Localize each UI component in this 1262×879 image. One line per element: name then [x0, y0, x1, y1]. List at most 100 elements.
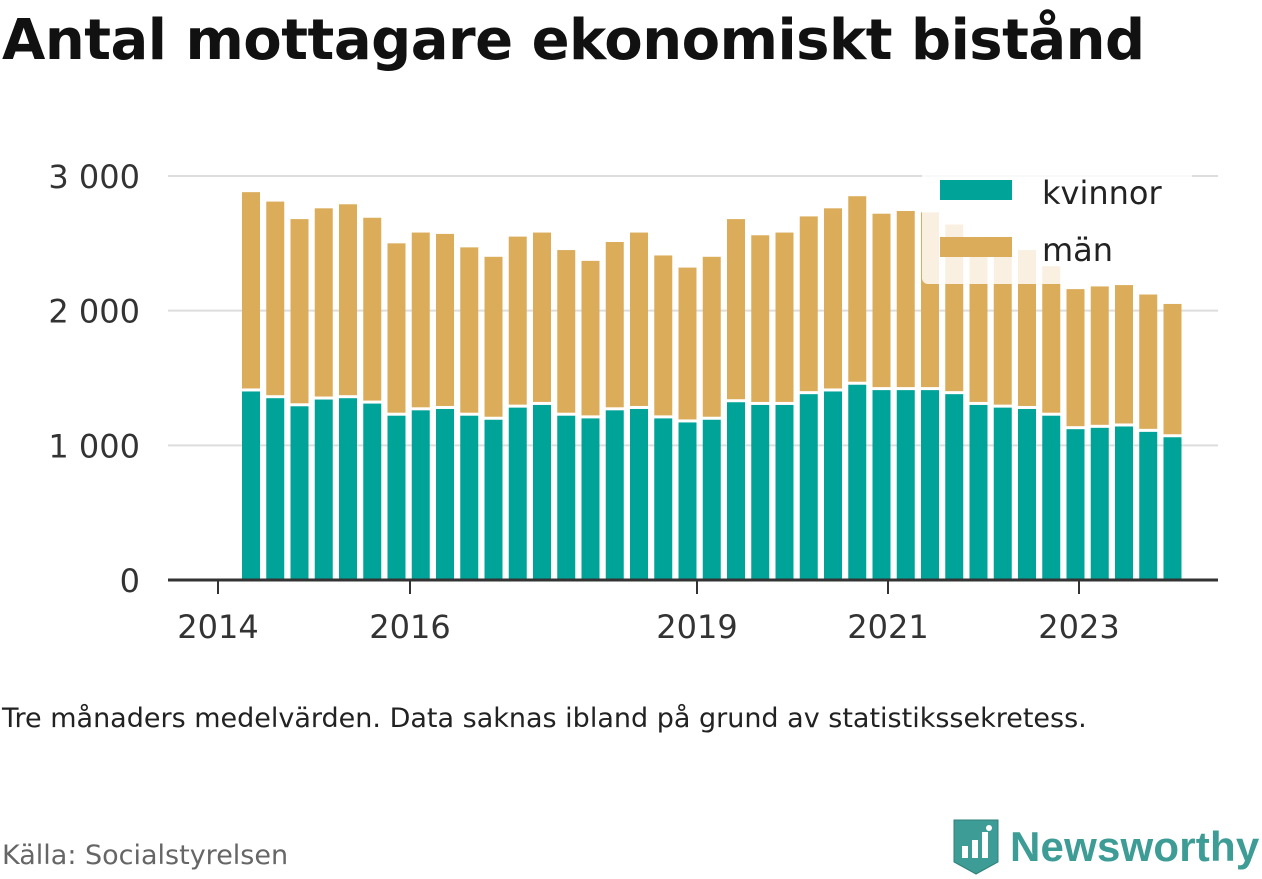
newsworthy-logo: Newsworthy [950, 818, 1259, 876]
axis-labels: 0 1 000 2 000 3 000 2014 2016 2019 2021 2023 [48, 158, 1119, 646]
y-tick-label: 0 [120, 562, 140, 600]
bar-kvinnor [1115, 426, 1133, 580]
bar-man [678, 267, 697, 420]
bar-kvinnor [799, 394, 818, 580]
bar-kvinnor [290, 406, 309, 580]
bar-man [605, 241, 624, 408]
bar-kvinnor [266, 398, 285, 580]
bar-kvinnor [1042, 415, 1061, 580]
bar-kvinnor [751, 404, 770, 580]
bar-man [702, 256, 721, 417]
bar-man [290, 219, 309, 404]
y-tick-label: 2 000 [48, 293, 140, 331]
bar-man [630, 232, 648, 406]
bar-kvinnor [969, 404, 988, 580]
legend: kvinnor män [922, 160, 1192, 284]
bar-man [460, 247, 479, 413]
bar-man [387, 243, 406, 413]
bar-kvinnor [1066, 429, 1085, 580]
bar-kvinnor [945, 394, 964, 580]
legend-swatch-kvinnor [940, 180, 1012, 200]
stacked-bar-chart: 0 1 000 2 000 3 000 2014 2016 2019 2021 2023 kvi… [48, 158, 1218, 646]
bar-man [1018, 250, 1036, 406]
bar-man [484, 256, 503, 417]
bar-kvinnor [314, 399, 333, 580]
bar-man [508, 236, 527, 405]
bar-kvinnor [1139, 431, 1158, 580]
bar-kvinnor [363, 403, 382, 580]
legend-swatch-man [940, 237, 1012, 257]
y-tick-label: 3 000 [48, 158, 140, 196]
bar-man [654, 255, 673, 416]
bar-kvinnor [1163, 437, 1182, 580]
x-axis-ticks [217, 580, 1080, 594]
source-credit: Källa: Socialstyrelsen [2, 840, 289, 871]
bar-kvinnor [533, 404, 551, 580]
y-tick-label: 1 000 [48, 427, 140, 465]
bar-man [436, 233, 454, 406]
x-tick-label: 2016 [369, 608, 450, 646]
bar-man [1163, 303, 1182, 435]
bar-man [266, 201, 285, 396]
bar-man [557, 250, 576, 413]
bar-kvinnor [411, 410, 430, 580]
bar-man [1066, 289, 1085, 427]
bar-man [242, 192, 260, 389]
bar-kvinnor [678, 422, 697, 580]
chart-title: Antal mottagare ekonomiskt bistånd [2, 8, 1145, 73]
bar-man [848, 196, 867, 382]
bar-kvinnor [339, 398, 357, 580]
bar-kvinnor [1018, 408, 1036, 580]
bar-man [727, 219, 745, 400]
footnote: Tre månaders medelvärden. Data saknas ib… [2, 703, 1087, 734]
bar-man [799, 216, 818, 392]
bar-kvinnor [508, 407, 527, 580]
bar-kvinnor [702, 419, 721, 580]
bar-kvinnor [824, 391, 842, 580]
bar-man [339, 204, 357, 396]
bar-man [1090, 286, 1109, 425]
x-tick-label: 2019 [656, 608, 737, 646]
legend-label-man: män [1042, 231, 1113, 269]
bar-kvinnor [387, 415, 406, 580]
bar-man [872, 213, 891, 388]
bar-man [775, 232, 794, 402]
newsworthy-icon [953, 819, 999, 875]
bar-man [751, 235, 770, 402]
bar-kvinnor [727, 402, 745, 580]
bar-man [969, 255, 988, 402]
x-tick-label: 2023 [1038, 608, 1119, 646]
bar-kvinnor [848, 384, 867, 580]
bar-kvinnor [872, 390, 891, 580]
legend-label-kvinnor: kvinnor [1042, 174, 1163, 212]
bar-man [993, 256, 1012, 405]
bar-man [824, 208, 842, 389]
bar-man [533, 232, 551, 402]
bar-kvinnor [630, 408, 648, 580]
bar-man [1115, 285, 1133, 424]
bar-kvinnor [896, 390, 915, 580]
bar-kvinnor [605, 410, 624, 580]
bar-man [363, 217, 382, 401]
bar-kvinnor [993, 407, 1012, 580]
bar-kvinnor [775, 404, 794, 580]
bar-kvinnor [436, 408, 454, 580]
bar-kvinnor [921, 390, 939, 580]
bar-man [1139, 294, 1158, 429]
bar-man [1042, 266, 1061, 413]
bar-kvinnor [460, 415, 479, 580]
bar-man [896, 211, 915, 388]
bar-kvinnor [581, 418, 600, 580]
bar-man [411, 232, 430, 408]
x-tick-label: 2014 [177, 608, 258, 646]
bar-kvinnor [242, 391, 260, 580]
bars [242, 192, 1182, 580]
brand-name: Newsworthy [1010, 823, 1260, 870]
bar-kvinnor [1090, 427, 1109, 580]
bar-kvinnor [654, 418, 673, 580]
bar-kvinnor [557, 415, 576, 580]
bar-man [314, 208, 333, 397]
x-tick-label: 2021 [847, 608, 928, 646]
bar-man [581, 260, 600, 416]
bar-kvinnor [484, 419, 503, 580]
